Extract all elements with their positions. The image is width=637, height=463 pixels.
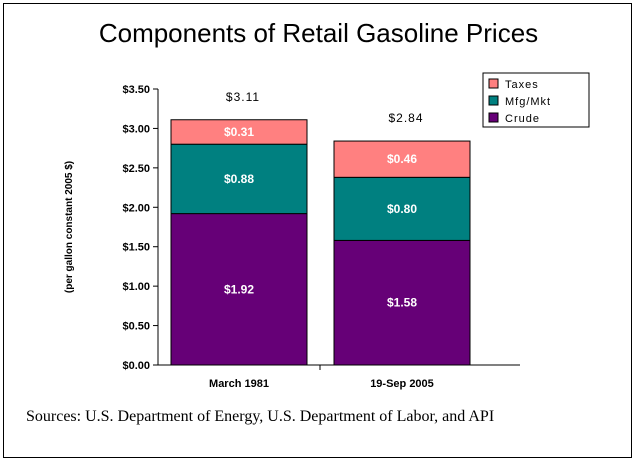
bar-segment-taxes — [333, 140, 471, 178]
bar-segment-crude — [333, 239, 471, 366]
y-tick-label: $1.00 — [122, 281, 150, 293]
y-tick-label: $1.50 — [122, 242, 150, 254]
bar-segment-mfgmkt — [333, 176, 471, 241]
y-tick-label: $2.50 — [122, 163, 150, 175]
y-tick-label: $0.50 — [122, 321, 150, 333]
y-tick-label: $2.00 — [122, 202, 150, 214]
y-tick-label: $0.00 — [122, 360, 150, 372]
bar-segment-mfgmkt — [170, 143, 308, 215]
total-label: $3.11 — [226, 90, 260, 104]
legend-entry: Crude — [505, 113, 540, 125]
y-tick-label: $3.50 — [122, 84, 150, 96]
data-label: $1.92 — [224, 282, 254, 296]
sources-note: Sources: U.S. Department of Energy, U.S.… — [26, 408, 495, 425]
data-label: $0.46 — [387, 152, 417, 166]
bar-segment-taxes — [170, 119, 308, 145]
data-label: $0.88 — [224, 172, 254, 186]
y-tick-label: $3.00 — [122, 123, 150, 135]
x-tick-label: March 1981 — [209, 378, 269, 390]
legend-swatch — [488, 112, 499, 123]
data-label: $0.80 — [387, 202, 417, 216]
data-label: $0.31 — [224, 125, 254, 139]
legend-swatch — [488, 95, 499, 106]
legend-box — [482, 72, 590, 128]
legend-entry: Taxes — [505, 79, 539, 91]
x-tick-label: 19-Sep 2005 — [370, 378, 434, 390]
y-axis-label: (per gallon constant 2005 $) — [64, 161, 75, 293]
legend-swatch — [488, 78, 499, 89]
bar-segment-crude — [170, 213, 308, 366]
total-label: $2.84 — [388, 111, 423, 125]
data-label: $1.58 — [387, 296, 417, 310]
legend-entry: Mfg/Mkt — [505, 96, 551, 108]
chart-title: Components of Retail Gasoline Prices — [98, 18, 539, 48]
